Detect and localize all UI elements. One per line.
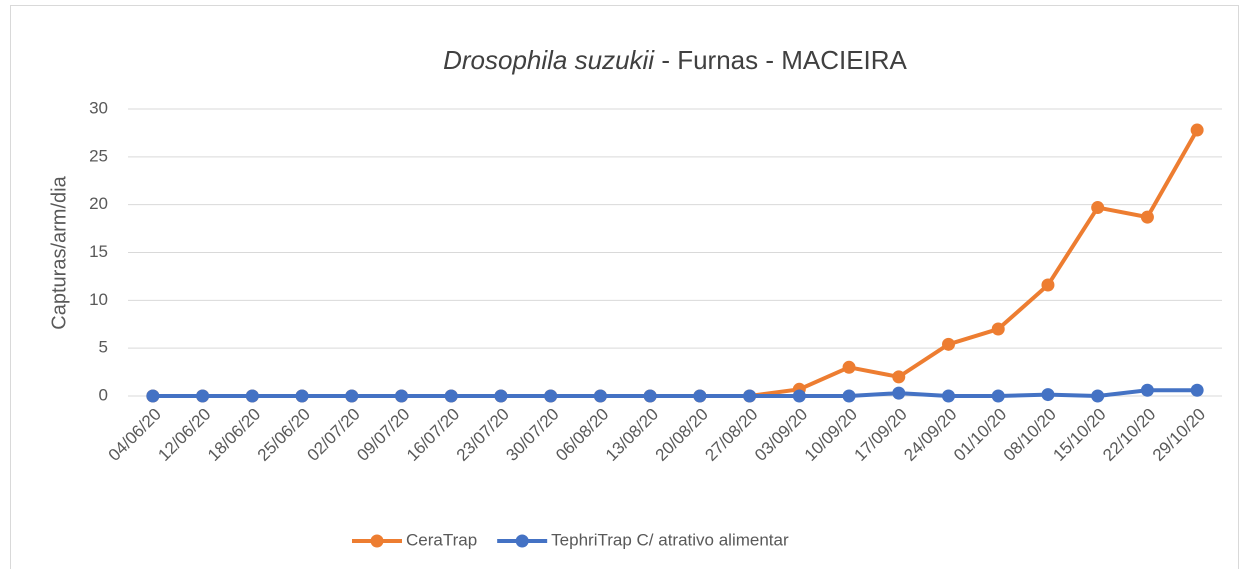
legend-marker	[515, 534, 529, 548]
data-point	[444, 389, 458, 403]
y-tick-label: 20	[89, 194, 108, 213]
legend-label: CeraTrap	[406, 530, 477, 549]
y-tick-label: 25	[89, 146, 108, 165]
y-tick-label: 30	[89, 98, 108, 117]
y-axis-label: Capturas/arm/dia	[48, 175, 70, 329]
legend-marker	[370, 534, 384, 548]
data-point	[693, 389, 707, 403]
data-point	[942, 337, 955, 351]
data-point	[395, 389, 408, 403]
data-point	[1041, 388, 1055, 402]
data-point	[1140, 383, 1154, 397]
data-point	[1190, 123, 1204, 137]
data-point	[345, 389, 359, 403]
data-point	[892, 370, 906, 384]
data-point	[792, 389, 806, 403]
data-point	[593, 389, 607, 403]
data-point	[494, 389, 508, 403]
data-point	[544, 389, 558, 403]
data-point	[743, 389, 757, 403]
data-point	[1091, 389, 1105, 403]
data-point	[643, 389, 657, 403]
data-point	[1091, 201, 1105, 215]
legend-label: TephriTrap C/ atrativo alimentar	[551, 530, 789, 549]
title-species: Drosophila suzukii	[443, 45, 655, 75]
data-point	[942, 389, 955, 403]
chart-title: Drosophila suzukii - Furnas - MACIEIRA	[443, 45, 907, 75]
data-point	[842, 389, 856, 403]
data-point	[1190, 383, 1204, 397]
data-point	[245, 389, 259, 403]
chart-border	[10, 5, 1239, 569]
data-point	[146, 389, 160, 403]
data-point	[1140, 210, 1154, 224]
data-point	[196, 389, 210, 403]
data-point	[991, 389, 1005, 403]
y-tick-label: 15	[89, 242, 108, 261]
data-point	[892, 386, 906, 400]
series-line	[152, 388, 1198, 398]
y-tick-label: 10	[89, 290, 108, 309]
y-tick-label: 5	[99, 338, 108, 357]
y-tick-label: 0	[99, 385, 108, 404]
data-point	[991, 322, 1005, 336]
data-point	[842, 360, 856, 374]
data-point	[1041, 278, 1055, 292]
title-rest: - Furnas - MACIEIRA	[661, 45, 907, 75]
data-point	[295, 389, 309, 403]
